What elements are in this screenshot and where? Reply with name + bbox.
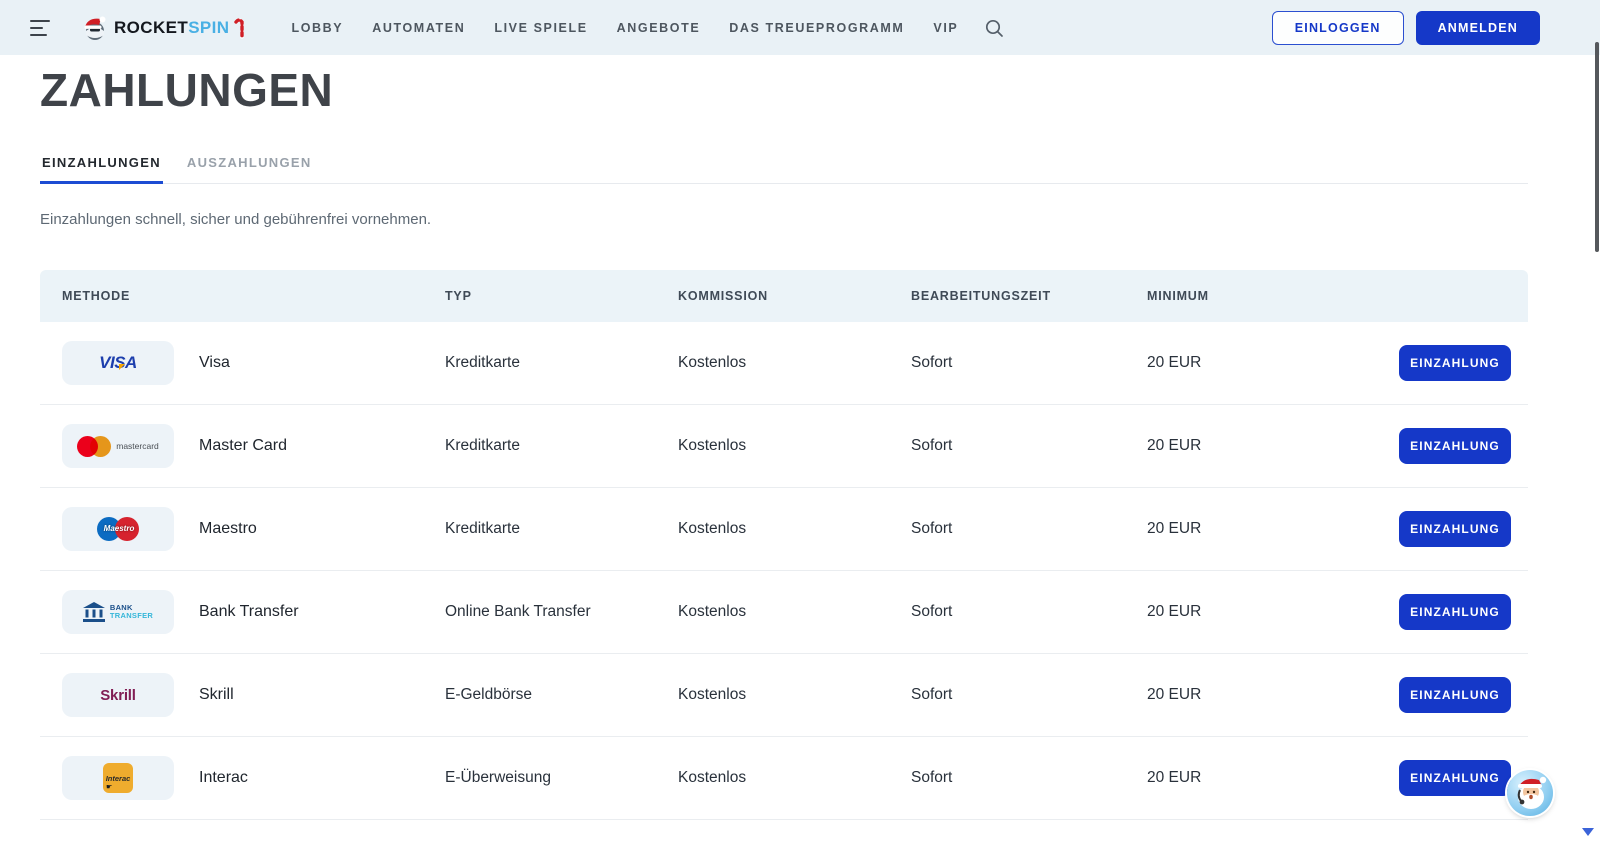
method-name: Interac	[199, 769, 248, 787]
method-name: Maestro	[199, 520, 257, 538]
brand-wordmark: ROCKETSPIN	[114, 18, 229, 38]
method-processing-time: Sofort	[911, 520, 1147, 538]
brand-logo[interactable]: ROCKETSPIN	[80, 13, 245, 43]
candy-cane-icon	[233, 16, 245, 40]
signup-button[interactable]: ANMELDEN	[1416, 11, 1540, 45]
method-commission: Kostenlos	[678, 603, 911, 621]
method-processing-time: Sofort	[911, 769, 1147, 787]
method-name: Visa	[199, 354, 230, 372]
visa-logo: VISA	[62, 341, 174, 385]
scrollbar-down-arrow-icon[interactable]	[1582, 828, 1594, 836]
col-header-methode: METHODE	[62, 289, 445, 303]
table-body: VISA Visa Kreditkarte Kostenlos Sofort 2…	[40, 322, 1528, 820]
method-name: Skrill	[199, 686, 234, 704]
col-header-typ: TYP	[445, 289, 678, 303]
nav-item-vip[interactable]: VIP	[933, 21, 958, 35]
tab-einzahlungen[interactable]: EINZAHLUNGEN	[40, 155, 163, 183]
table-row-visa: VISA Visa Kreditkarte Kostenlos Sofort 2…	[40, 322, 1528, 405]
table-header-row: METHODE TYP KOMMISSION BEARBEITUNGSZEIT …	[40, 270, 1528, 322]
table-row-maestro: Maestro Maestro Kreditkarte Kostenlos So…	[40, 488, 1528, 571]
method-name: Master Card	[199, 437, 287, 455]
support-chat-button[interactable]	[1507, 770, 1553, 816]
top-nav-bar: ROCKETSPIN LOBBY AUTOMATEN LIVE SPIELE A…	[0, 0, 1600, 55]
col-header-minimum: MINIMUM	[1147, 289, 1327, 303]
payments-page: ZAHLUNGEN EINZAHLUNGEN AUSZAHLUNGEN Einz…	[0, 67, 1600, 820]
skrill-logo: Skrill	[62, 673, 174, 717]
table-row-skrill: Skrill Skrill E-Geldbörse Kostenlos Sofo…	[40, 654, 1528, 737]
method-minimum: 20 EUR	[1147, 686, 1327, 704]
table-row-mastercard: mastercard Master Card Kreditkarte Koste…	[40, 405, 1528, 488]
santa-headset-avatar-icon	[1507, 770, 1553, 816]
method-type: E-Überweisung	[445, 769, 678, 787]
tab-auszahlungen[interactable]: AUSZAHLUNGEN	[185, 155, 314, 183]
deposit-button-mastercard[interactable]: EINZAHLUNG	[1399, 428, 1511, 464]
method-minimum: 20 EUR	[1147, 437, 1327, 455]
col-header-bearbeitungszeit: BEARBEITUNGSZEIT	[911, 289, 1147, 303]
deposit-button-bank-transfer[interactable]: EINZAHLUNG	[1399, 594, 1511, 630]
deposit-button-skrill[interactable]: EINZAHLUNG	[1399, 677, 1511, 713]
method-minimum: 20 EUR	[1147, 769, 1327, 787]
login-button[interactable]: EINLOGGEN	[1272, 11, 1404, 45]
page-title: ZAHLUNGEN	[40, 67, 1528, 113]
method-name: Bank Transfer	[199, 603, 299, 621]
main-navigation: LOBBY AUTOMATEN LIVE SPIELE ANGEBOTE DAS…	[291, 21, 958, 35]
deposit-button-interac[interactable]: EINZAHLUNG	[1399, 760, 1511, 796]
deposit-button-maestro[interactable]: EINZAHLUNG	[1399, 511, 1511, 547]
payment-methods-table: METHODE TYP KOMMISSION BEARBEITUNGSZEIT …	[40, 270, 1528, 820]
deposit-button-visa[interactable]: EINZAHLUNG	[1399, 345, 1511, 381]
method-minimum: 20 EUR	[1147, 603, 1327, 621]
payments-tabs: EINZAHLUNGEN AUSZAHLUNGEN	[40, 155, 1528, 184]
search-icon[interactable]	[984, 18, 1004, 38]
table-row-bank-transfer: BANK TRANSFER Bank Transfer Online Bank …	[40, 571, 1528, 654]
hamburger-menu-icon[interactable]	[30, 20, 52, 36]
method-commission: Kostenlos	[678, 686, 911, 704]
scrollbar-thumb[interactable]	[1595, 42, 1599, 252]
nav-item-angebote[interactable]: ANGEBOTE	[617, 21, 701, 35]
bank-building-icon	[83, 602, 105, 622]
interac-logo: Interac☛	[62, 756, 174, 800]
page-description: Einzahlungen schnell, sicher und gebühre…	[40, 211, 1528, 228]
maestro-logo: Maestro	[62, 507, 174, 551]
mastercard-logo: mastercard	[62, 424, 174, 468]
table-row-interac: Interac☛ Interac E-Überweisung Kostenlos…	[40, 737, 1528, 820]
nav-item-automaten[interactable]: AUTOMATEN	[372, 21, 465, 35]
method-commission: Kostenlos	[678, 520, 911, 538]
santa-mascot-icon	[80, 13, 110, 43]
method-processing-time: Sofort	[911, 437, 1147, 455]
nav-item-live-spiele[interactable]: LIVE SPIELE	[494, 21, 587, 35]
nav-item-lobby[interactable]: LOBBY	[291, 21, 343, 35]
method-processing-time: Sofort	[911, 354, 1147, 372]
nav-item-treueprogramm[interactable]: DAS TREUEPROGRAMM	[729, 21, 904, 35]
method-processing-time: Sofort	[911, 603, 1147, 621]
method-type: Kreditkarte	[445, 354, 678, 372]
method-type: Kreditkarte	[445, 520, 678, 538]
method-processing-time: Sofort	[911, 686, 1147, 704]
method-commission: Kostenlos	[678, 354, 911, 372]
method-type: Kreditkarte	[445, 437, 678, 455]
method-minimum: 20 EUR	[1147, 520, 1327, 538]
method-commission: Kostenlos	[678, 437, 911, 455]
bank-transfer-logo: BANK TRANSFER	[62, 590, 174, 634]
method-type: Online Bank Transfer	[445, 603, 678, 621]
method-type: E-Geldbörse	[445, 686, 678, 704]
method-commission: Kostenlos	[678, 769, 911, 787]
col-header-kommission: KOMMISSION	[678, 289, 911, 303]
method-minimum: 20 EUR	[1147, 354, 1327, 372]
auth-buttons: EINLOGGEN ANMELDEN	[1272, 11, 1540, 45]
